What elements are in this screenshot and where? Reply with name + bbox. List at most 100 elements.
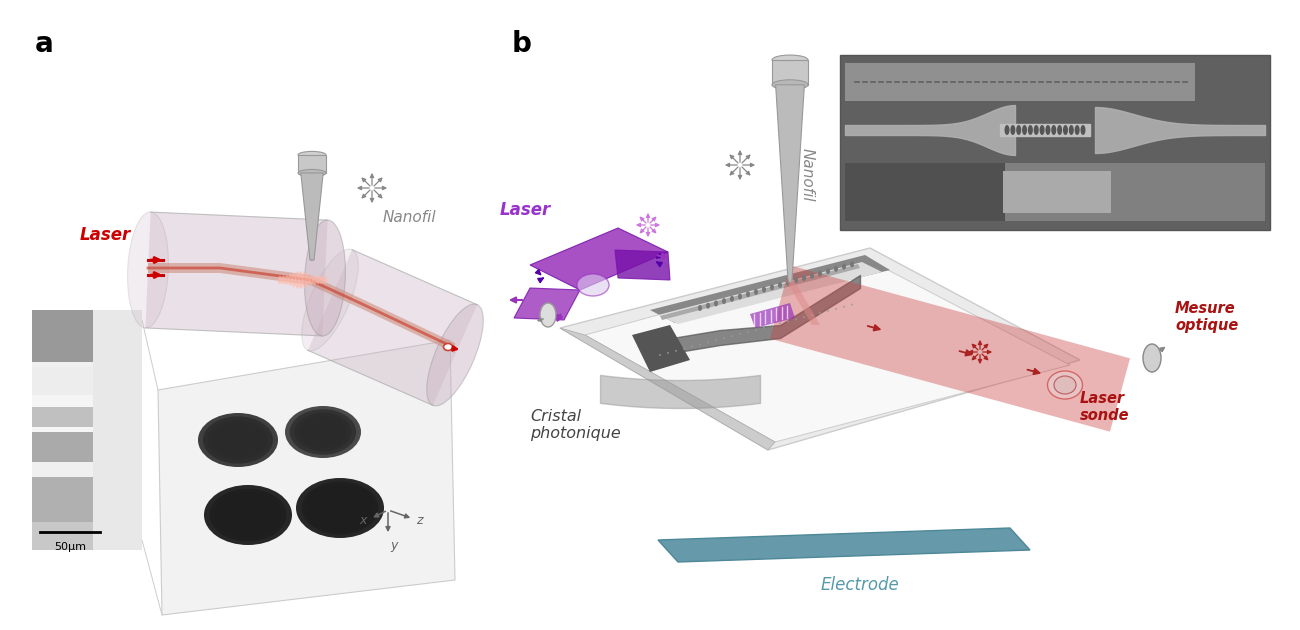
Ellipse shape xyxy=(285,406,361,458)
Polygon shape xyxy=(159,340,455,615)
Ellipse shape xyxy=(309,422,337,442)
Ellipse shape xyxy=(577,274,608,296)
Ellipse shape xyxy=(203,416,273,464)
Ellipse shape xyxy=(772,80,809,89)
Ellipse shape xyxy=(313,425,333,438)
Ellipse shape xyxy=(796,318,797,320)
Ellipse shape xyxy=(1010,125,1015,135)
Ellipse shape xyxy=(227,433,248,447)
Ellipse shape xyxy=(312,490,368,527)
Ellipse shape xyxy=(1075,125,1080,135)
Ellipse shape xyxy=(682,348,685,350)
Text: Electrode: Electrode xyxy=(820,576,900,594)
Ellipse shape xyxy=(334,504,346,512)
Polygon shape xyxy=(560,248,1080,450)
Ellipse shape xyxy=(243,512,254,518)
Ellipse shape xyxy=(747,331,749,333)
Ellipse shape xyxy=(1005,125,1010,135)
Ellipse shape xyxy=(1028,125,1034,135)
Ellipse shape xyxy=(667,352,670,354)
Polygon shape xyxy=(300,173,324,260)
Ellipse shape xyxy=(304,419,342,445)
Ellipse shape xyxy=(296,478,384,538)
Ellipse shape xyxy=(1040,125,1045,135)
Ellipse shape xyxy=(1048,371,1083,399)
Ellipse shape xyxy=(1143,344,1161,372)
Ellipse shape xyxy=(715,340,718,341)
Bar xyxy=(772,60,809,85)
Polygon shape xyxy=(585,258,1070,442)
Text: x: x xyxy=(359,513,367,527)
Ellipse shape xyxy=(699,343,701,345)
Bar xyxy=(840,55,1270,230)
Polygon shape xyxy=(146,212,328,336)
Ellipse shape xyxy=(1045,125,1050,135)
Ellipse shape xyxy=(1080,125,1086,135)
Ellipse shape xyxy=(811,314,812,316)
Bar xyxy=(298,155,326,173)
Text: a: a xyxy=(35,30,53,58)
Polygon shape xyxy=(308,249,477,405)
Ellipse shape xyxy=(204,485,292,545)
Bar xyxy=(845,163,1005,221)
Ellipse shape xyxy=(1052,125,1057,135)
Ellipse shape xyxy=(209,489,286,541)
Bar xyxy=(32,362,92,367)
Ellipse shape xyxy=(324,496,356,519)
Ellipse shape xyxy=(698,305,702,311)
Bar xyxy=(32,427,92,432)
Ellipse shape xyxy=(127,212,169,328)
Ellipse shape xyxy=(770,284,773,290)
Ellipse shape xyxy=(714,301,718,306)
Bar xyxy=(32,407,92,427)
Ellipse shape xyxy=(304,220,346,336)
Text: Laser
sonde: Laser sonde xyxy=(1080,391,1130,423)
Ellipse shape xyxy=(659,354,660,356)
Ellipse shape xyxy=(214,493,281,537)
Ellipse shape xyxy=(218,427,257,454)
Bar xyxy=(1004,171,1112,213)
Ellipse shape xyxy=(312,276,317,284)
Ellipse shape xyxy=(731,335,733,337)
Polygon shape xyxy=(660,264,861,320)
Ellipse shape xyxy=(1034,125,1039,135)
Ellipse shape xyxy=(723,337,725,339)
Bar xyxy=(32,310,142,550)
Ellipse shape xyxy=(213,423,263,457)
Ellipse shape xyxy=(852,304,853,306)
Ellipse shape xyxy=(309,275,313,285)
Ellipse shape xyxy=(738,333,741,335)
Text: Nanofil: Nanofil xyxy=(800,148,815,202)
Ellipse shape xyxy=(777,282,783,288)
Ellipse shape xyxy=(198,413,278,467)
Ellipse shape xyxy=(307,486,373,530)
Ellipse shape xyxy=(299,271,303,289)
Ellipse shape xyxy=(426,304,484,406)
Ellipse shape xyxy=(803,316,805,318)
Ellipse shape xyxy=(224,430,254,450)
Text: Mesure
optique: Mesure optique xyxy=(1175,301,1238,333)
Ellipse shape xyxy=(320,276,324,284)
Ellipse shape xyxy=(738,294,742,299)
Ellipse shape xyxy=(818,270,822,277)
Ellipse shape xyxy=(306,273,309,287)
Polygon shape xyxy=(770,265,1130,432)
Ellipse shape xyxy=(208,420,268,461)
Ellipse shape xyxy=(298,151,326,159)
Ellipse shape xyxy=(290,410,356,455)
Ellipse shape xyxy=(826,268,829,274)
Ellipse shape xyxy=(1063,125,1069,135)
Bar xyxy=(32,432,92,462)
Bar xyxy=(32,522,92,550)
Ellipse shape xyxy=(762,287,766,292)
Text: 50μm: 50μm xyxy=(55,542,86,552)
Ellipse shape xyxy=(850,261,854,267)
Polygon shape xyxy=(148,263,455,353)
Ellipse shape xyxy=(835,266,838,272)
Bar xyxy=(845,163,1265,221)
Ellipse shape xyxy=(289,275,292,285)
Ellipse shape xyxy=(285,275,289,285)
Polygon shape xyxy=(786,280,820,325)
Polygon shape xyxy=(632,325,690,372)
Ellipse shape xyxy=(316,276,320,284)
